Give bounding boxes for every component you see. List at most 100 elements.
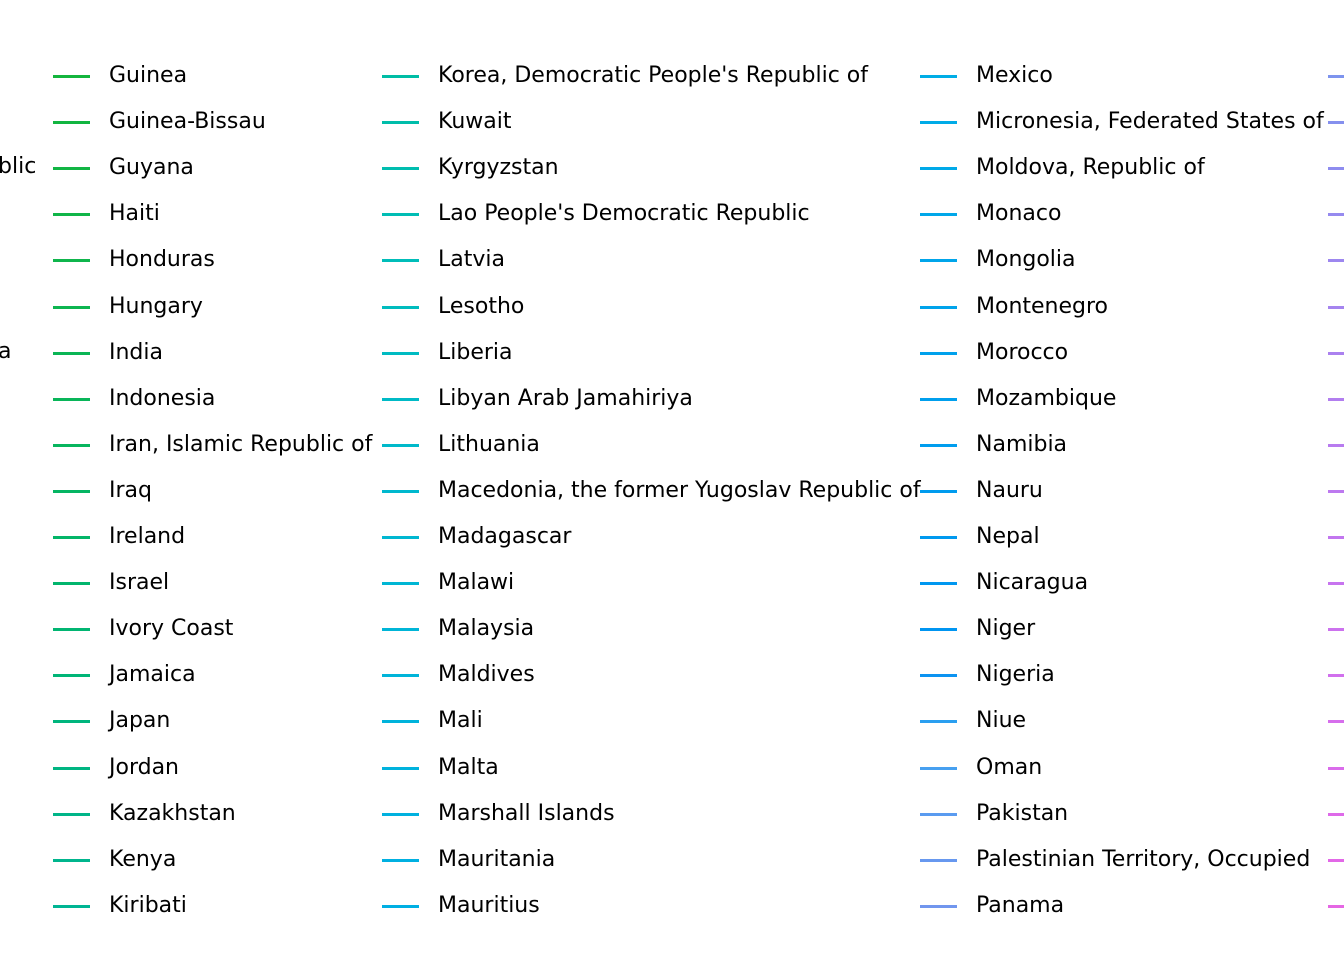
legend-swatch — [53, 305, 90, 309]
legend-swatch — [920, 305, 957, 309]
legend-swatch — [920, 858, 957, 862]
legend-swatch — [1328, 674, 1344, 678]
legend-swatch — [920, 628, 957, 632]
legend-label: Pakistan — [976, 800, 1069, 826]
legend-swatch — [1328, 167, 1344, 171]
legend-swatch — [53, 121, 90, 125]
legend-swatch — [382, 489, 419, 493]
legend-label: Hungary — [109, 293, 203, 319]
legend-label: Malaysia — [438, 616, 535, 642]
legend-swatch — [53, 904, 90, 908]
legend-swatch — [53, 75, 90, 78]
legend-label: Maldives — [438, 662, 535, 688]
legend-swatch — [53, 259, 90, 263]
legend-swatch — [382, 904, 419, 908]
legend-label: Jordan — [109, 754, 179, 780]
legend-swatch — [1328, 766, 1344, 770]
legend-swatch — [53, 582, 90, 586]
legend-swatch — [382, 121, 419, 125]
legend-label: Nepal — [976, 524, 1040, 549]
legend-label: Iraq — [109, 477, 152, 503]
legend-swatch — [53, 536, 90, 539]
legend-label: Nicaragua — [976, 570, 1089, 596]
legend-partial-label-2: a — [0, 339, 12, 364]
legend-label: Kiribati — [109, 892, 187, 918]
legend-swatch — [920, 75, 957, 78]
legend-swatch — [920, 582, 957, 586]
legend-swatch — [53, 674, 90, 678]
legend-swatch — [382, 213, 419, 217]
legend-swatch — [382, 536, 419, 539]
legend-label: Liberia — [438, 339, 513, 365]
legend-swatch — [920, 443, 957, 447]
legend-label: Mali — [438, 708, 483, 734]
legend-swatch — [53, 213, 90, 217]
legend-label: Mauritius — [438, 892, 540, 918]
legend-label: Lesotho — [438, 293, 525, 319]
legend-swatch — [1328, 628, 1344, 632]
legend-label: Mozambique — [976, 385, 1117, 411]
legend-label: India — [109, 339, 163, 365]
legend-label: Kenya — [109, 846, 177, 872]
legend-swatch — [1328, 351, 1344, 355]
legend-label: Guyana — [109, 155, 194, 181]
legend-label: Guinea-Bissau — [109, 109, 266, 135]
legend-partial-label-1: blic — [0, 154, 37, 179]
legend-label: Macedonia, the former Yugoslav Republic … — [438, 477, 921, 503]
legend-swatch — [1328, 397, 1344, 401]
legend-swatch — [1328, 582, 1344, 586]
legend-swatch — [920, 213, 957, 217]
legend-swatch — [53, 489, 90, 493]
legend-label: Kyrgyzstan — [438, 155, 559, 181]
legend-swatch — [382, 259, 419, 263]
legend-swatch — [382, 812, 419, 816]
legend-swatch — [53, 812, 90, 816]
legend-swatch — [1328, 489, 1344, 493]
legend-label: Niue — [976, 708, 1027, 734]
legend-label: Indonesia — [109, 385, 216, 411]
legend-swatch — [382, 766, 419, 770]
legend-swatch — [920, 674, 957, 678]
legend-label: Mexico — [976, 63, 1053, 88]
legend-swatch — [920, 397, 957, 401]
legend-swatch — [1328, 443, 1344, 447]
legend-swatch — [382, 720, 419, 724]
legend-label: Morocco — [976, 339, 1069, 365]
legend-label: Malta — [438, 754, 499, 780]
legend-swatch — [920, 536, 957, 539]
legend-label: Israel — [109, 570, 170, 596]
legend-swatch — [920, 259, 957, 263]
legend-swatch — [382, 858, 419, 862]
legend-label: Haiti — [109, 201, 160, 227]
legend-label: Monaco — [976, 201, 1062, 227]
legend-swatch — [382, 443, 419, 447]
legend-label: Lithuania — [438, 431, 540, 457]
legend-swatch — [1328, 305, 1344, 309]
legend-swatch — [1328, 121, 1344, 125]
legend-swatch — [920, 351, 957, 355]
legend-label: Madagascar — [438, 524, 572, 549]
legend-label: Guinea — [109, 63, 188, 88]
legend-swatch — [53, 351, 90, 355]
legend-swatch — [920, 720, 957, 724]
legend-label: Korea, Democratic People's Republic of — [438, 63, 868, 88]
legend-label: Iran, Islamic Republic of — [109, 431, 373, 457]
legend-swatch — [1328, 75, 1344, 78]
legend-swatch — [53, 443, 90, 447]
legend-label: Montenegro — [976, 293, 1109, 319]
legend-label: Mongolia — [976, 247, 1076, 273]
legend-label: Nigeria — [976, 662, 1055, 688]
legend-swatch — [920, 812, 957, 816]
legend-swatch — [1328, 720, 1344, 724]
legend-label: Libyan Arab Jamahiriya — [438, 385, 693, 411]
legend-swatch — [53, 766, 90, 770]
legend-label: Nauru — [976, 477, 1043, 503]
legend-label: Kazakhstan — [109, 800, 236, 826]
legend-swatch — [382, 351, 419, 355]
legend-swatch — [920, 167, 957, 171]
legend-label: Moldova, Republic of — [976, 155, 1205, 181]
legend-swatch — [1328, 812, 1344, 816]
legend-label: Marshall Islands — [438, 800, 615, 826]
legend-label: Japan — [109, 708, 171, 734]
legend-swatch — [1328, 858, 1344, 862]
